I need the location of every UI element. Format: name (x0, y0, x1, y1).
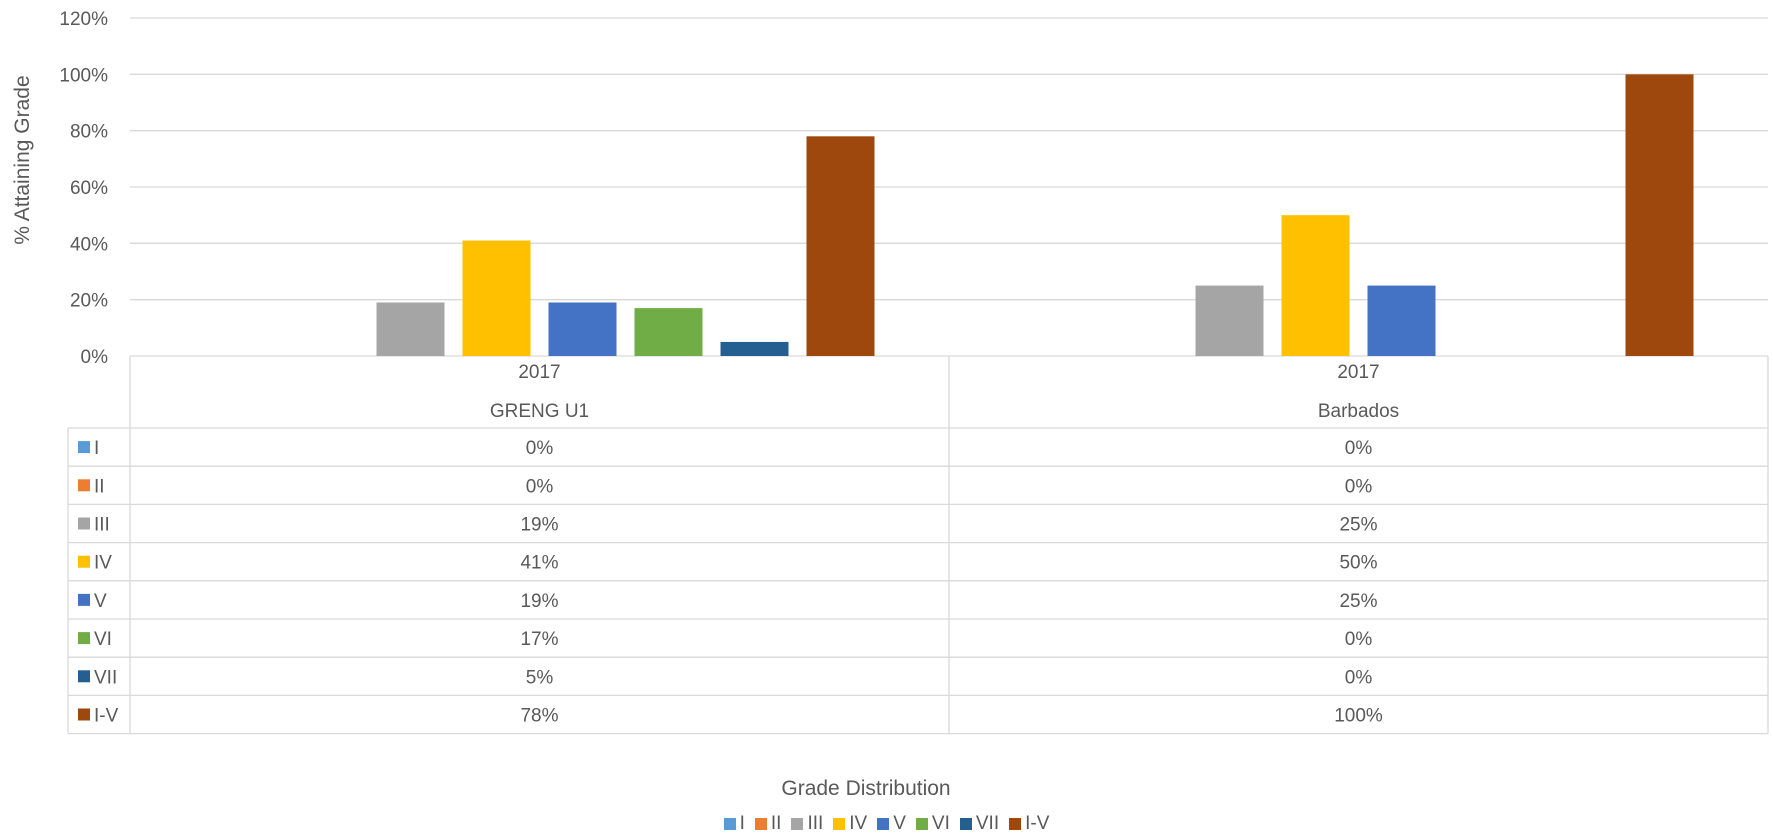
legend-swatch (877, 818, 890, 830)
y-axis-ticks: 0% 20% 40% 60% 80% 100% 120% (59, 9, 108, 368)
table-cell-value: 0% (1345, 476, 1373, 497)
legend-item: VI (915, 813, 950, 835)
legend-label: I-V (1025, 813, 1050, 834)
table-cell-value: 0% (526, 438, 554, 459)
bar-III-greng-u1 (376, 302, 445, 356)
y-tick-label: 80% (70, 122, 108, 143)
bar-V-greng-u1 (548, 302, 617, 356)
table-legend-swatch (78, 670, 90, 683)
y-tick-label: 20% (70, 291, 108, 312)
legend-label: II (770, 813, 782, 834)
bar-V-barbados (1367, 285, 1436, 356)
table-cell-value: 0% (526, 476, 554, 497)
y-tick-label: 40% (70, 234, 108, 255)
category-year-label: 2017 (518, 362, 560, 383)
legend-item: V (877, 813, 906, 835)
category-group-label: GRENG U1 (490, 401, 589, 422)
table-cell-value: 41% (520, 553, 558, 574)
legend-swatch (723, 818, 736, 830)
table-row-label: I-V (94, 706, 119, 727)
table-legend-swatch (78, 479, 90, 492)
legend-item: II (754, 813, 782, 835)
table-cell-value: 100% (1334, 706, 1383, 727)
y-tick-label: 100% (59, 65, 108, 86)
table-legend-swatch (78, 517, 90, 530)
table-legend-swatch (78, 555, 90, 568)
y-tick-label: 60% (70, 178, 108, 199)
table-legend-swatch (78, 632, 90, 645)
legend-item: IV (833, 813, 867, 835)
legend: I II III IV V VI VII I-V (0, 813, 1773, 835)
table-cell-value: 5% (526, 667, 554, 688)
y-axis-title: % Attaining Grade (11, 75, 34, 244)
table-legend-swatch (78, 441, 90, 454)
legend-label: III (807, 813, 824, 834)
legend-item: VII (959, 813, 1000, 835)
bar-I-V-greng-u1 (806, 136, 875, 356)
table-row-label: VI (94, 629, 112, 650)
table-cell-value: 78% (520, 706, 558, 727)
bar-VI-greng-u1 (634, 308, 703, 356)
data-table: 2017 GRENG U1 2017 Barbados I 0% 0% II 0% 0% III 19… (67, 356, 1769, 735)
gridlines (130, 17, 1768, 357)
table-cell-value: 19% (520, 515, 558, 536)
y-tick-label: 120% (59, 9, 108, 30)
legend-label: V (893, 813, 906, 834)
table-row-label: I (94, 438, 99, 459)
legend-swatch (754, 818, 767, 830)
table-row-label: V (94, 591, 107, 612)
legend-swatch (959, 818, 972, 830)
table-cell-value: 19% (520, 591, 558, 612)
table-legend-swatch (78, 593, 90, 606)
legend-item: I (723, 813, 745, 835)
bar-IV-barbados (1281, 215, 1350, 356)
table-cell-value: 25% (1339, 591, 1377, 612)
legend-label: IV (849, 813, 868, 834)
bar-VII-greng-u1 (720, 341, 789, 356)
table-cell-value: 0% (1345, 629, 1373, 650)
legend-swatch (791, 818, 804, 830)
bar-I-V-barbados (1625, 74, 1694, 356)
bar-III-barbados (1195, 285, 1264, 356)
table-row-label: II (94, 476, 105, 497)
table-cell-value: 50% (1339, 553, 1377, 574)
table-row-label: VII (94, 667, 117, 688)
legend-swatch (915, 818, 928, 830)
bar-IV-greng-u1 (462, 240, 531, 356)
legend-label: VII (975, 813, 1000, 834)
legend-label: I (739, 813, 745, 834)
category-group-label: Barbados (1318, 401, 1399, 422)
legend-swatch (833, 818, 846, 830)
bars (376, 74, 1694, 356)
table-cell-value: 17% (520, 629, 558, 650)
table-cell-value: 0% (1345, 667, 1373, 688)
category-year-label: 2017 (1337, 362, 1379, 383)
x-axis-title: Grade Distribution (781, 777, 950, 800)
table-cell-value: 25% (1339, 515, 1377, 536)
y-tick-label: 0% (81, 347, 109, 368)
table-cell-value: 0% (1345, 438, 1373, 459)
table-row-label: III (94, 515, 110, 536)
legend-swatch (1009, 818, 1022, 830)
legend-label: VI (931, 813, 950, 834)
table-legend-swatch (78, 708, 90, 721)
legend-item: III (791, 813, 823, 835)
table-row-label: IV (94, 553, 112, 574)
legend-item: I-V (1009, 813, 1049, 835)
